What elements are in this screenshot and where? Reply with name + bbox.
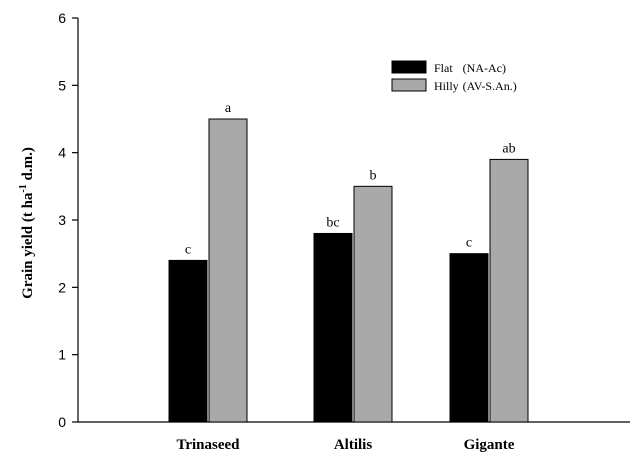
y-axis-label: Grain yield (t ha-1 d.m.) (18, 147, 36, 299)
bar-flat-gigante (449, 253, 489, 423)
y-tick-label: 4 (58, 145, 66, 161)
y-axis-ticks: 0 1 2 3 4 5 6 (58, 10, 78, 430)
x-tick-label: Gigante (464, 437, 515, 453)
legend-swatch-hilly (391, 78, 427, 92)
legend-label-flat: Flat (NA-Ac) (434, 61, 506, 75)
bar-flat-trinaseed (168, 259, 208, 423)
data-label: bc (326, 215, 339, 230)
y-tick-label: 2 (58, 279, 66, 295)
legend: Flat (NA-Ac) Hilly (AV-S.An.) (391, 60, 517, 93)
legend-label-hilly: Hilly (AV-S.An.) (434, 79, 517, 93)
x-tick-label: Trinaseed (176, 437, 240, 453)
bar-hilly-gigante (489, 158, 529, 423)
y-tick-label: 1 (58, 347, 66, 363)
bars (168, 118, 529, 423)
legend-swatch-flat (391, 60, 427, 74)
bar-hilly-altilis (353, 185, 393, 423)
y-tick-label: 3 (58, 212, 66, 228)
x-tick-label: Altilis (334, 437, 372, 453)
data-label: c (185, 242, 191, 257)
data-label: b (370, 168, 377, 183)
y-tick-label: 0 (58, 414, 66, 430)
y-tick-label: 6 (58, 10, 66, 26)
data-label: a (225, 101, 232, 116)
y-tick-label: 5 (58, 77, 66, 93)
x-axis-labels: Trinaseed Altilis Gigante (176, 437, 514, 453)
bar-hilly-trinaseed (208, 118, 248, 423)
data-label: ab (502, 141, 515, 156)
bar-flat-altilis (313, 232, 353, 423)
data-label: c (466, 236, 472, 251)
